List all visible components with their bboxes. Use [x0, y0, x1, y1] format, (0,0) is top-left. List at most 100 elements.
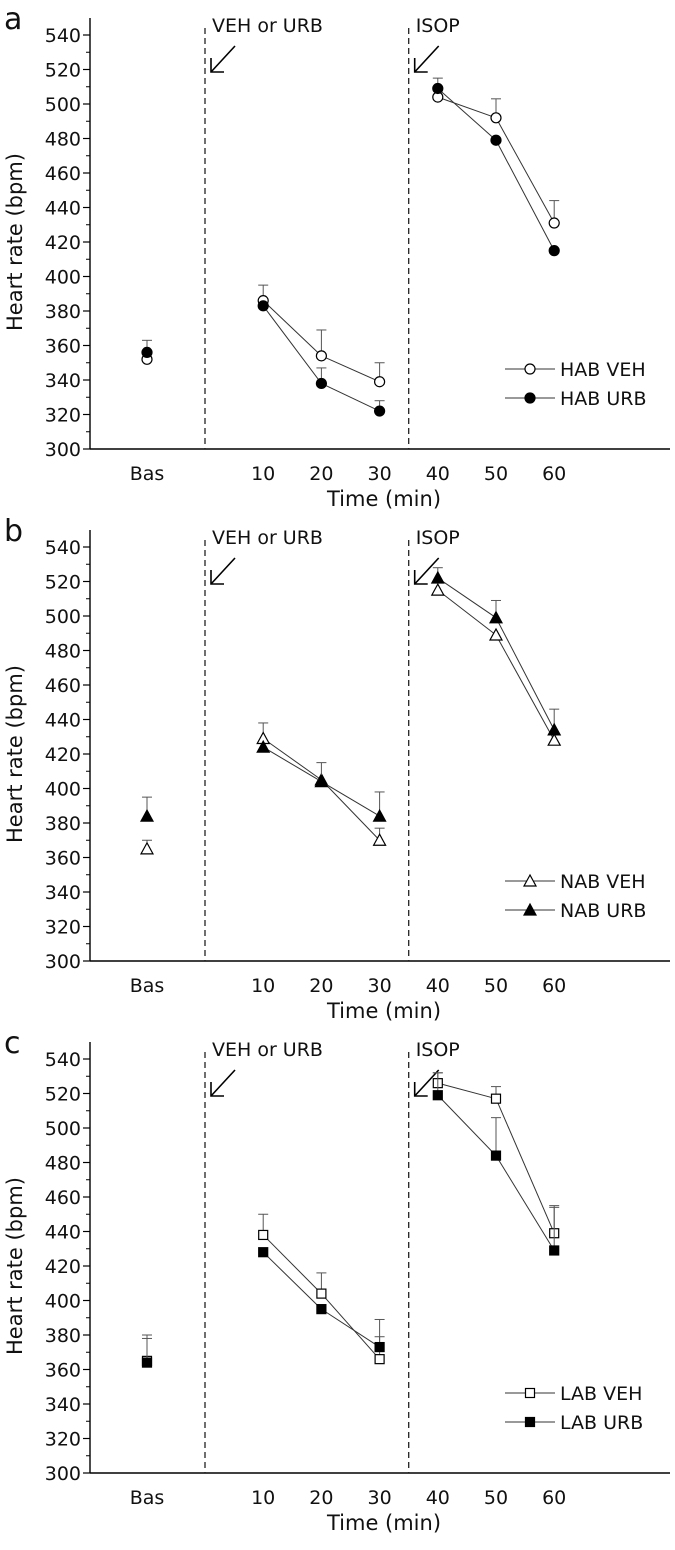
y-tick-label: 540 — [45, 537, 81, 559]
series-line-segment — [321, 382, 380, 412]
y-tick-label: 520 — [45, 1084, 81, 1106]
series-line-segment — [495, 634, 555, 741]
series-line-segment — [262, 1251, 322, 1310]
series-lab-urb — [141, 1072, 560, 1368]
y-tick-label: 300 — [45, 439, 81, 461]
arrow-shaft — [210, 1069, 236, 1097]
y-tick-label: 520 — [45, 60, 81, 82]
legend-marker — [522, 873, 538, 887]
series-line-segment — [262, 746, 322, 783]
x-tick-label: 30 — [368, 463, 392, 485]
data-point — [490, 112, 502, 124]
arrow-head — [413, 1082, 428, 1097]
series-line-segment — [495, 139, 555, 251]
data-point — [256, 739, 271, 753]
data-point — [490, 134, 502, 146]
data-point — [258, 1229, 269, 1241]
legend-marker — [524, 363, 536, 375]
data-point — [372, 832, 387, 846]
data-point — [257, 300, 269, 312]
x-tick-label: 50 — [484, 1487, 508, 1509]
series-line-segment — [437, 577, 497, 619]
data-point — [548, 245, 560, 257]
series-line-segment — [495, 617, 555, 731]
series-line-segment — [495, 1155, 555, 1251]
arrow-shaft — [414, 557, 440, 585]
y-tick-label: 440 — [45, 710, 81, 732]
panel-label: c — [4, 1026, 21, 1061]
data-point — [374, 1341, 385, 1353]
x-tick-label: 40 — [426, 463, 450, 485]
legend-label: HAB URB — [560, 388, 647, 410]
data-point — [548, 217, 560, 229]
legend: HAB VEH HAB URB — [505, 359, 647, 410]
data-point — [547, 732, 562, 746]
arrow-head — [413, 570, 428, 585]
y-tick-label: 300 — [45, 951, 81, 973]
y-tick-label: 380 — [45, 1325, 81, 1347]
data-point — [374, 376, 386, 388]
x-tick-label: 10 — [251, 463, 275, 485]
legend-marker — [522, 902, 538, 916]
y-tick-label: 360 — [45, 336, 81, 358]
data-point — [547, 722, 562, 736]
x-tick-label: 40 — [426, 1487, 450, 1509]
arrow-head — [210, 58, 224, 73]
series-line-segment — [437, 1094, 497, 1156]
legend-label: NAB URB — [560, 900, 646, 922]
x-axis-label: Time (min) — [326, 1511, 441, 1535]
phase-annotation: VEH or URB — [212, 1039, 323, 1061]
data-point — [314, 774, 329, 788]
y-tick-label: 460 — [45, 163, 81, 185]
chart-panel-b: b 300 320 340 360 380 400 420 440 460 480 500 520 540… — [3, 514, 670, 1023]
y-tick-label: 360 — [45, 848, 81, 870]
y-tick-label: 500 — [45, 94, 81, 116]
series-line-segment — [262, 738, 322, 781]
y-tick-label: 320 — [45, 405, 81, 427]
arrow-shaft — [210, 45, 236, 73]
series-line-segment — [262, 305, 322, 384]
series-line-segment — [437, 1082, 497, 1100]
arrow-head — [413, 58, 428, 73]
y-tick-label: 440 — [45, 1222, 81, 1244]
x-tick-label: 20 — [309, 463, 333, 485]
y-tick-label: 500 — [45, 1118, 81, 1140]
data-point — [258, 1247, 269, 1258]
legend-label: NAB VEH — [560, 871, 646, 893]
arrow-shaft — [414, 45, 440, 73]
y-tick-label: 420 — [45, 1256, 81, 1278]
y-tick-label: 320 — [45, 1429, 81, 1451]
data-point — [432, 82, 444, 95]
x-tick-label: 60 — [542, 463, 566, 485]
legend-label: LAB URB — [560, 1412, 643, 1434]
legend-marker — [524, 1416, 536, 1428]
x-tick-label: 30 — [368, 1487, 392, 1509]
arrow-shaft — [210, 557, 236, 585]
y-tick-label: 400 — [45, 779, 81, 801]
x-tick-label: 30 — [368, 975, 392, 997]
y-tick-label: 520 — [45, 572, 81, 594]
y-tick-label: 540 — [45, 1049, 81, 1071]
data-point — [139, 808, 155, 822]
y-tick-label: 400 — [45, 267, 81, 289]
y-tick-label: 440 — [45, 198, 81, 220]
data-point — [549, 1245, 560, 1256]
arrow-head — [210, 1082, 224, 1097]
series-line-segment — [437, 589, 497, 636]
legend-label: LAB VEH — [560, 1383, 642, 1405]
phase-annotation: ISOP — [416, 527, 460, 549]
y-tick-label: 540 — [45, 25, 81, 47]
phase-annotation: VEH or URB — [212, 527, 323, 549]
data-point — [432, 1090, 443, 1101]
series-line-segment — [437, 96, 497, 119]
y-tick-label: 380 — [45, 813, 81, 835]
phase-annotation: VEH or URB — [212, 15, 323, 37]
legend: NAB VEH NAB URB — [505, 871, 646, 922]
y-tick-label: 460 — [45, 675, 81, 697]
y-tick-label: 480 — [45, 641, 81, 663]
data-point — [430, 570, 445, 584]
data-point — [372, 808, 387, 822]
y-tick-label: 320 — [45, 917, 81, 939]
phase-annotation: ISOP — [416, 1039, 460, 1061]
